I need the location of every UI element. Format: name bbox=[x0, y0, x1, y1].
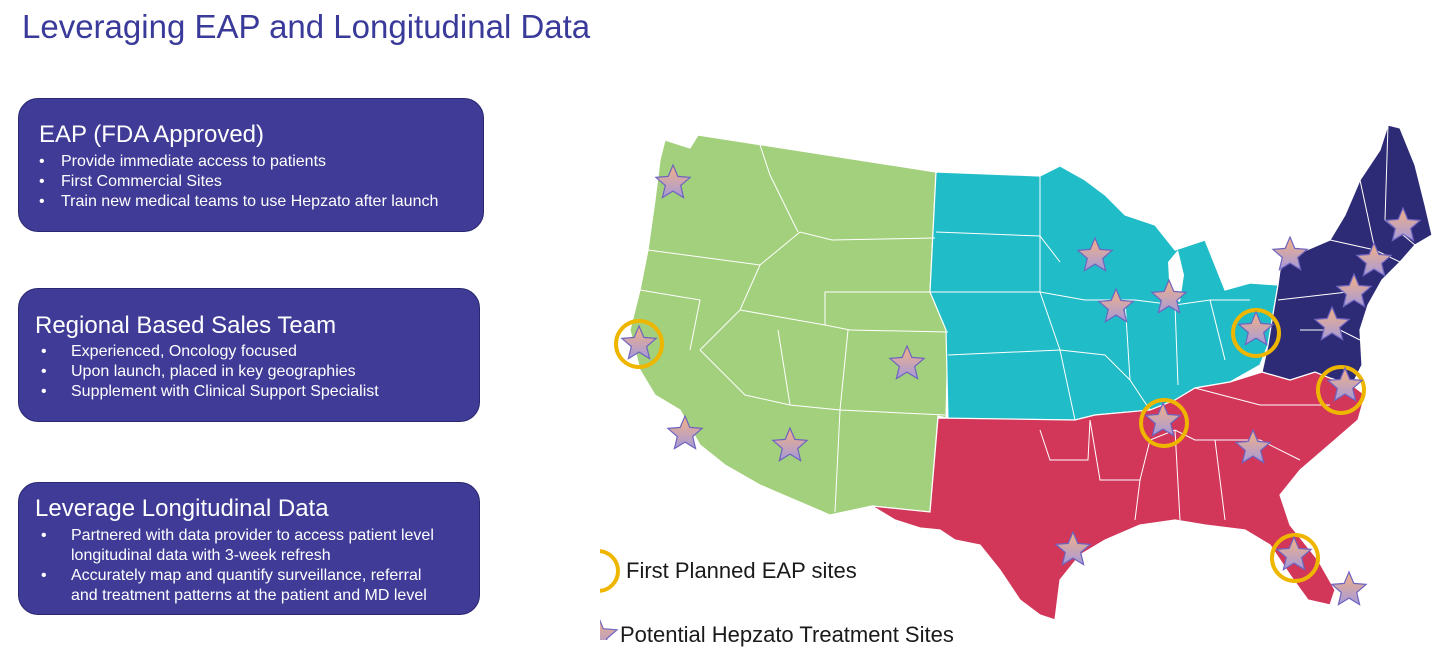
treatment-site-star bbox=[620, 324, 658, 360]
us-regional-map bbox=[600, 124, 1433, 640]
treatment-site-star bbox=[771, 426, 809, 462]
treatment-site-star bbox=[1097, 287, 1135, 323]
bullet-item: Upon launch, placed in key geographies bbox=[41, 362, 379, 382]
sales-box-title: Regional Based Sales Team bbox=[35, 312, 337, 339]
treatment-site-star bbox=[1326, 366, 1364, 402]
eap-circle-north-carolina bbox=[1316, 365, 1366, 415]
bullet-item: Supplement with Clinical Support Special… bbox=[41, 382, 379, 402]
legend-star-icon bbox=[600, 619, 619, 640]
eap-circle-tennessee bbox=[1139, 398, 1189, 448]
bullet-item: First Commercial Sites bbox=[39, 172, 438, 192]
treatment-site-star bbox=[1076, 236, 1114, 272]
treatment-site-star bbox=[1271, 235, 1309, 271]
legend-eap-circle-icon bbox=[600, 549, 620, 593]
northeast-region bbox=[1261, 124, 1433, 386]
treatment-site-star bbox=[1275, 535, 1313, 571]
lake-erie-huron bbox=[1200, 230, 1245, 275]
treatment-site-star bbox=[1330, 570, 1368, 606]
bullet-item: Accurately map and quantify surveillance… bbox=[41, 566, 434, 586]
legend-eap-label: First Planned EAP sites bbox=[626, 558, 857, 583]
treatment-site-star bbox=[1150, 278, 1188, 314]
treatment-site-star bbox=[654, 163, 692, 199]
eap-circle-ohio bbox=[1231, 308, 1281, 358]
page-title: Leveraging EAP and Longitudinal Data bbox=[22, 8, 591, 45]
treatment-site-star bbox=[1335, 272, 1373, 308]
treatment-site-star bbox=[666, 414, 704, 450]
bullet-item: Partnered with data provider to access p… bbox=[41, 526, 434, 546]
midwest-region bbox=[929, 165, 1279, 421]
treatment-site-star bbox=[1237, 310, 1275, 346]
treatment-site-star bbox=[1355, 241, 1393, 277]
eap-info-box: EAP (FDA Approved) Provide immediate acc… bbox=[18, 98, 484, 232]
treatment-site-star bbox=[1144, 401, 1182, 437]
longitudinal-bullet-list: Partnered with data provider to access p… bbox=[41, 526, 434, 606]
eap-circle-florida bbox=[1270, 533, 1320, 583]
treatment-site-star bbox=[1313, 305, 1351, 341]
longitudinal-info-box: Leverage Longitudinal Data Partnered wit… bbox=[18, 482, 480, 615]
treatment-site-star bbox=[1234, 428, 1272, 464]
treatment-site-star bbox=[1384, 206, 1422, 242]
treatment-site-stars bbox=[620, 163, 1422, 606]
eap-site-markers bbox=[614, 308, 1366, 583]
sales-team-info-box: Regional Based Sales Team Experienced, O… bbox=[18, 288, 480, 422]
legend-star-label: Potential Hepzato Treatment Sites bbox=[620, 622, 954, 647]
eap-box-title: EAP (FDA Approved) bbox=[39, 121, 264, 148]
treatment-site-star bbox=[1054, 530, 1092, 566]
eap-bullet-list: Provide immediate access to patients Fir… bbox=[39, 152, 438, 212]
bullet-item: Experienced, Oncology focused bbox=[41, 342, 379, 362]
legend-star-shape bbox=[600, 619, 619, 640]
bullet-item: Provide immediate access to patients bbox=[39, 152, 438, 172]
eap-circle-california bbox=[614, 319, 664, 369]
bullet-continuation: longitudinal data with 3-week refresh bbox=[71, 547, 331, 564]
bullet-item: Train new medical teams to use Hepzato a… bbox=[39, 192, 438, 212]
sales-bullet-list: Experienced, Oncology focused Upon launc… bbox=[41, 342, 379, 402]
treatment-site-star bbox=[888, 344, 926, 380]
longitudinal-box-title: Leverage Longitudinal Data bbox=[35, 495, 329, 522]
bullet-continuation: and treatment patterns at the patient an… bbox=[71, 587, 427, 604]
